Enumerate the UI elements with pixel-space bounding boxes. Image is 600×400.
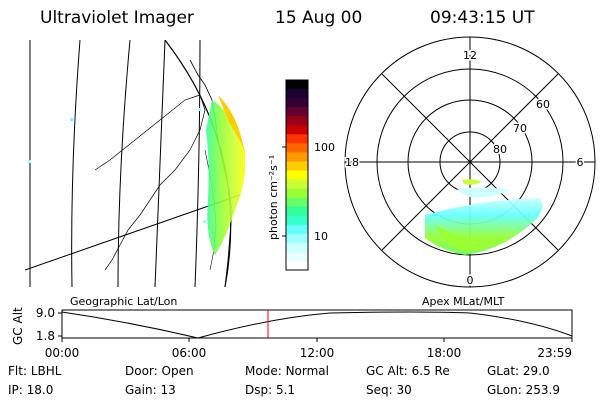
info-ip: IP: 18.0: [8, 383, 54, 397]
colorbar-swatch: [286, 143, 308, 153]
lat-label-70: 70: [513, 122, 527, 135]
colorbar-swatch: [286, 170, 308, 181]
longitude-line: [117, 40, 131, 287]
colorbar-swatch: [286, 80, 308, 90]
colorbar-swatch: [286, 224, 308, 235]
y-tick-label: 1.8: [36, 329, 55, 343]
colorbar-swatch: [286, 206, 308, 217]
mlt-label-12: 12: [463, 49, 477, 62]
longitude-line: [71, 40, 81, 287]
aurora-emission: [206, 100, 245, 255]
info-mode: Mode: Normal: [245, 364, 329, 378]
colorbar-tick-label: 10: [314, 230, 328, 243]
x-tick-label: 12:00: [300, 346, 335, 360]
time-label: 09:43:15 UT: [430, 8, 535, 28]
colorbar: [286, 80, 308, 271]
colorbar-swatch: [286, 233, 308, 244]
x-tick-label: 18:00: [427, 346, 462, 360]
info-flt: Flt: LBHL: [8, 364, 62, 378]
noise-pixel: [28, 160, 31, 163]
polar-meridian: [381, 73, 559, 251]
noise-pixel: [198, 108, 201, 111]
info-glat: GLat: 29.0: [487, 364, 550, 378]
coastline: [104, 199, 151, 271]
date-label: 15 Aug 00: [275, 8, 363, 28]
colorbar-swatch: [286, 242, 308, 253]
x-tick-label: 06:00: [172, 346, 207, 360]
mlt-label-0: 0: [467, 274, 474, 287]
colorbar-swatch: [286, 251, 308, 262]
colorbar-swatch: [286, 125, 308, 135]
lat-label-60: 60: [536, 98, 550, 111]
colorbar-swatch: [286, 98, 308, 108]
colorbar-swatch: [286, 188, 308, 199]
polar-plot: [344, 36, 596, 288]
geographic-title: Geographic Lat/Lon: [70, 295, 177, 308]
colorbar-swatch: [286, 107, 308, 117]
longitude-line: [154, 40, 166, 287]
aurora-oval: [435, 225, 505, 252]
mlt-label-6: 6: [577, 156, 584, 169]
colorbar-swatch: [286, 197, 308, 208]
y-tick-label: 9.0: [36, 306, 55, 320]
aurora-emission: [218, 95, 244, 150]
info-gc-alt: GC Alt: 6.5 Re: [366, 364, 450, 378]
info-glon: GLon: 253.9: [487, 383, 560, 397]
colorbar-frame: [285, 79, 309, 271]
info-seq: Seq: 30: [366, 383, 412, 397]
colorbar-swatch: [286, 161, 308, 171]
aurora-oval: [455, 187, 510, 198]
colorbar-swatch: [286, 260, 308, 271]
colorbar-swatch: [286, 116, 308, 126]
longitude-line: [194, 40, 201, 287]
lat-label-80: 80: [493, 143, 507, 156]
aurora-oval: [462, 179, 482, 185]
x-tick-label: 23:59: [537, 346, 572, 360]
colorbar-swatch: [286, 134, 308, 144]
noise-pixel: [70, 118, 73, 121]
info-door: Door: Open: [125, 364, 194, 378]
noise-pixel: [203, 220, 206, 223]
colorbar-tick-label: 100: [314, 141, 335, 154]
info-gain: Gain: 13: [125, 383, 176, 397]
mlt-label-18: 18: [345, 156, 359, 169]
apex-title: Apex MLat/MLT: [422, 295, 505, 308]
colorbar-swatch: [286, 179, 308, 190]
colorbar-swatch: [286, 89, 308, 99]
colorbar-swatch: [286, 152, 308, 162]
geographic-map: [25, 40, 245, 287]
altitude-ylabel: GC Alt: [11, 307, 25, 345]
instrument-title: Ultraviolet Imager: [40, 8, 194, 28]
x-tick-label: 00:00: [45, 346, 80, 360]
colorbar-swatch: [286, 215, 308, 226]
info-dsp: Dsp: 5.1: [245, 383, 296, 397]
coastline: [94, 94, 206, 201]
colorbar-unit-label: photon cm⁻²s⁻¹: [267, 155, 280, 240]
altitude-curve: [61, 311, 573, 339]
altitude-plot: [58, 309, 573, 342]
